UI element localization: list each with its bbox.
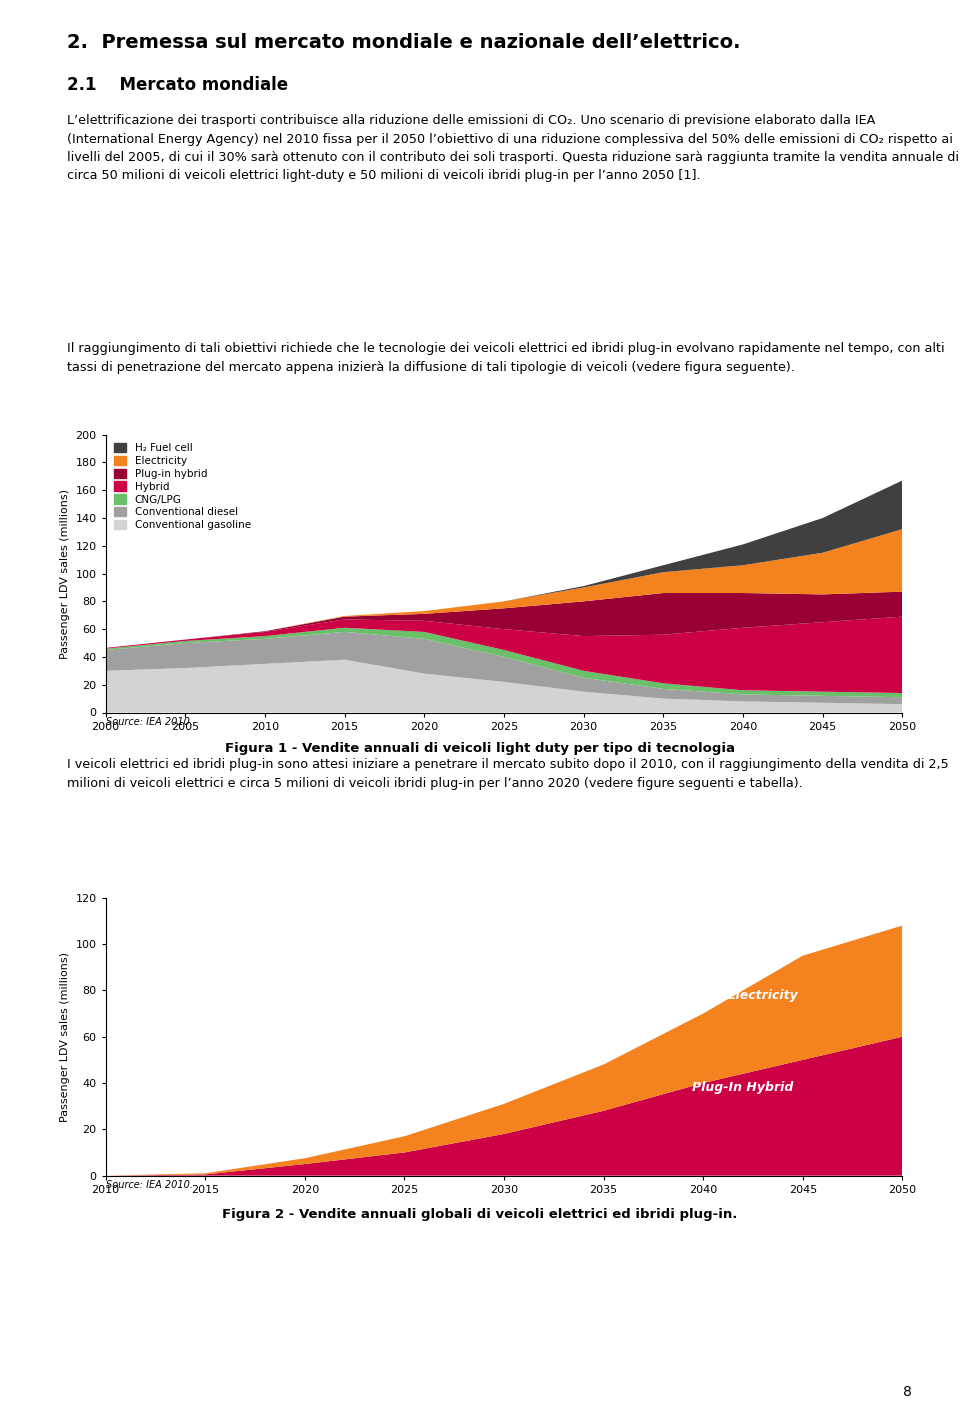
Text: Source: IEA 2010.: Source: IEA 2010.	[106, 717, 193, 727]
Text: Figura 1 - Vendite annuali di veicoli light duty per tipo di tecnologia: Figura 1 - Vendite annuali di veicoli li…	[225, 742, 735, 755]
Text: Il raggiungimento di tali obiettivi richiede che le tecnologie dei veicoli elett: Il raggiungimento di tali obiettivi rich…	[67, 342, 945, 373]
Text: I veicoli elettrici ed ibridi plug-in sono attesi iniziare a penetrare il mercat: I veicoli elettrici ed ibridi plug-in so…	[67, 758, 948, 789]
Text: 2.  Premessa sul mercato mondiale e nazionale dell’elettrico.: 2. Premessa sul mercato mondiale e nazio…	[67, 33, 741, 51]
Text: L’elettrificazione dei trasporti contribuisce alla riduzione delle emissioni di : L’elettrificazione dei trasporti contrib…	[67, 114, 959, 182]
Text: Plug-In Hybrid: Plug-In Hybrid	[692, 1082, 794, 1094]
Text: 8: 8	[903, 1385, 912, 1399]
Text: Figura 2 - Vendite annuali globali di veicoli elettrici ed ibridi plug-in.: Figura 2 - Vendite annuali globali di ve…	[223, 1208, 737, 1221]
Text: Source: IEA 2010.: Source: IEA 2010.	[106, 1180, 193, 1190]
Text: Electricity: Electricity	[728, 989, 799, 1002]
Y-axis label: Passenger LDV sales (millions): Passenger LDV sales (millions)	[60, 489, 70, 658]
Legend: H₂ Fuel cell, Electricity, Plug-in hybrid, Hybrid, CNG/LPG, Conventional diesel,: H₂ Fuel cell, Electricity, Plug-in hybri…	[110, 440, 254, 533]
Y-axis label: Passenger LDV sales (millions): Passenger LDV sales (millions)	[60, 952, 70, 1121]
Text: 2.1    Mercato mondiale: 2.1 Mercato mondiale	[67, 76, 288, 94]
